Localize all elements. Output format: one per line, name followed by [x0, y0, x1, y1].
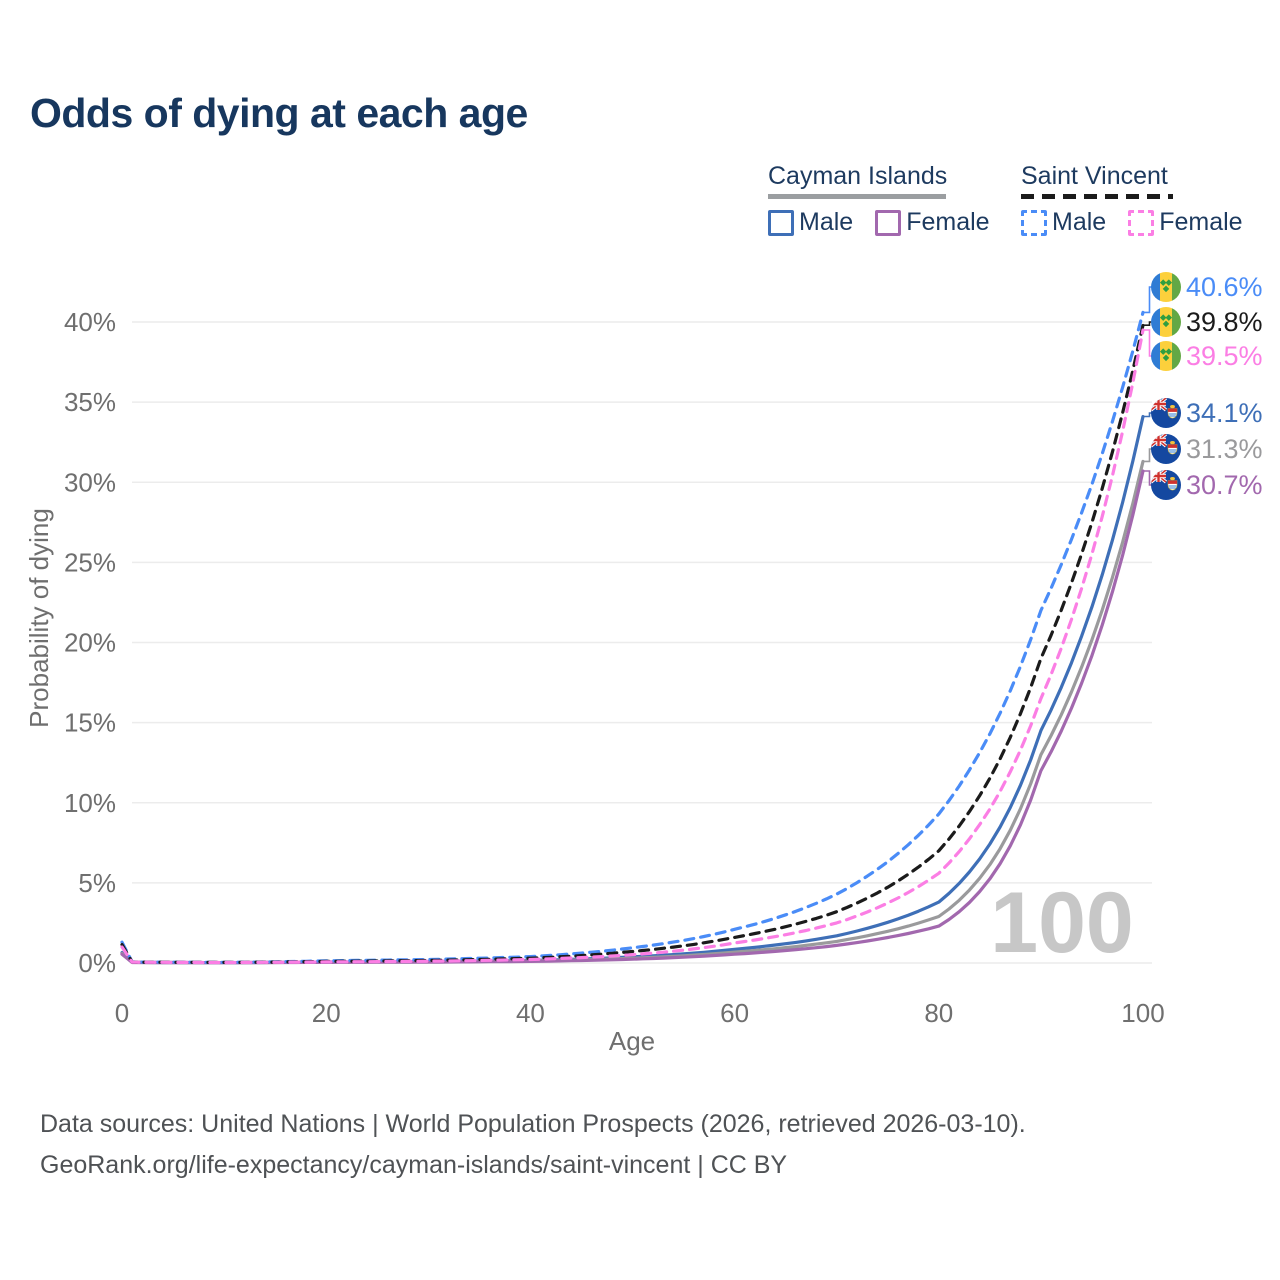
line-saint-vincent-female: [120, 328, 1145, 965]
legend-label-cayman-female: Female: [906, 208, 990, 236]
x-tick-label-60: 60: [720, 998, 749, 1028]
y-tick-label-30: 30%: [64, 467, 116, 497]
y-tick-label-5: 5%: [78, 868, 116, 898]
age-watermark: 100: [990, 875, 1134, 971]
end-label-saint-vincent-male: ateways 40.6%: [1151, 271, 1263, 303]
y-axis-title: Probability of dying: [24, 508, 54, 728]
saint-vincent-flag-icon: ateways: [1151, 307, 1181, 337]
legend-items-cayman: Male Female: [768, 208, 990, 237]
footer-sources: Data sources: United Nations | World Pop…: [40, 1110, 1026, 1138]
end-label-cayman-islands-male: 34.1%: [1151, 397, 1263, 429]
x-tick-label-100: 100: [1121, 998, 1164, 1028]
end-label-connector-cayman-islands-male: [1143, 412, 1152, 418]
end-label-cayman-islands-female: 30.7%: [1151, 469, 1263, 501]
y-tick-label-40: 40%: [64, 307, 116, 337]
x-axis-title: Age: [609, 1026, 655, 1056]
footer: Data sources: United Nations | World Pop…: [40, 1104, 1026, 1186]
end-label-value-saint-vincent-male: 40.6%: [1186, 271, 1263, 302]
end-label-value-saint-vincent-female: 39.5%: [1186, 340, 1263, 371]
cayman-islands-flag-icon: [1151, 398, 1181, 428]
chart-title: Odds of dying at each age: [30, 90, 528, 136]
legend-group-title-cayman: Cayman Islands: [768, 162, 948, 190]
end-label-connector-saint-vincent-male: [1143, 286, 1152, 314]
end-label-value-cayman-islands-male: 34.1%: [1186, 397, 1263, 428]
y-tick-label-20: 20%: [64, 628, 116, 658]
y-tick-label-15: 15%: [64, 708, 116, 738]
end-label-connector-cayman-islands-female: [1143, 470, 1152, 486]
legend-label-saint-vincent-male: Male: [1052, 208, 1107, 236]
y-tick-label-10: 10%: [64, 788, 116, 818]
end-label-connector-saint-vincent-female: [1143, 329, 1152, 357]
end-label-value-saint-vincent-both-sexes: 39.8%: [1186, 306, 1263, 337]
legend-item-saint-vincent-male[interactable]: Male: [1021, 208, 1106, 237]
saint-vincent-flag-icon: ateways: [1151, 341, 1181, 371]
cayman-islands-flag-icon: [1151, 434, 1181, 464]
y-tick-label-25: 25%: [64, 547, 116, 577]
x-tick-label-20: 20: [312, 998, 341, 1028]
legend-group-saint-vincent: Saint Vincent Male Female: [1021, 162, 1243, 237]
x-tick-label-0: 0: [115, 998, 129, 1028]
legend-group-title-saint-vincent: Saint Vincent: [1021, 162, 1168, 190]
legend-label-saint-vincent-female: Female: [1159, 208, 1243, 236]
legend-group-cayman-islands: Cayman Islands Male Female: [768, 162, 990, 237]
legend-line-sample-dashed: [1021, 194, 1173, 199]
end-label-value-cayman-islands-female: 30.7%: [1186, 469, 1263, 500]
y-tick-label-35: 35%: [64, 387, 116, 417]
legend-line-sample-solid: [768, 194, 946, 199]
legend-item-cayman-male[interactable]: Male: [768, 208, 853, 237]
legend-swatch-saint-vincent-female: [1128, 209, 1155, 236]
footer-link: GeoRank.org/life-expectancy/cayman-islan…: [40, 1151, 788, 1179]
end-label-connector-saint-vincent-both-sexes: [1143, 321, 1152, 326]
legend-item-saint-vincent-female[interactable]: Female: [1128, 208, 1243, 237]
legend-swatch-cayman-male: [768, 209, 794, 236]
end-label-value-cayman-islands-both-sexes: 31.3%: [1186, 433, 1263, 464]
cayman-islands-flag-icon: [1151, 470, 1181, 500]
x-tick-label-80: 80: [924, 998, 953, 1028]
x-tick-label-40: 40: [516, 998, 545, 1028]
end-label-saint-vincent-female: ateways 39.5%: [1151, 340, 1263, 372]
legend-label-cayman-male: Male: [799, 208, 854, 236]
end-label-saint-vincent-both-sexes: ateways 39.8%: [1151, 306, 1263, 338]
y-tick-label-0: 0%: [78, 948, 116, 978]
legend-items-saint-vincent: Male Female: [1021, 208, 1243, 237]
legend-item-cayman-female[interactable]: Female: [875, 208, 990, 237]
end-label-connector-cayman-islands-both-sexes: [1143, 448, 1152, 463]
saint-vincent-flag-icon: ateways: [1151, 272, 1181, 302]
end-label-cayman-islands-both-sexes: 31.3%: [1151, 433, 1263, 465]
legend-swatch-cayman-female: [875, 209, 902, 236]
legend-swatch-saint-vincent-male: [1021, 209, 1047, 236]
